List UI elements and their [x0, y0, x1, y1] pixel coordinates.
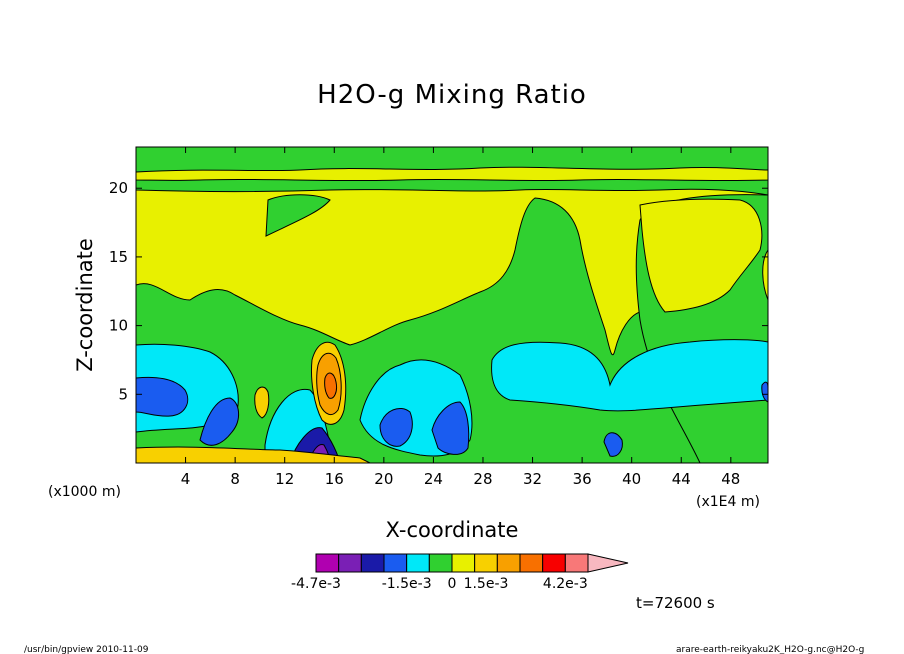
contour-blue-left	[136, 376, 189, 417]
contour-blue-lower-left	[199, 397, 239, 446]
x-tick-label: 4	[181, 470, 191, 488]
colorbar-swatch	[383, 553, 408, 573]
contour-darkorange-center	[324, 372, 337, 399]
colorbar: -4.7e-3 -1.5e-3 0 1.5e-3 4.2e-3	[291, 553, 629, 592]
x-tick-label: 8	[230, 470, 240, 488]
contour-cyan-right	[491, 339, 768, 412]
x-tick-label: 36	[573, 470, 592, 488]
time-label: t=72600 s	[636, 594, 715, 612]
contour-yellow-warm-left	[254, 386, 270, 419]
x-unit-right: (x1E4 m)	[696, 494, 760, 510]
x-tick-label: 12	[275, 470, 294, 488]
contour-yellow-right-lobe	[639, 198, 763, 313]
colorbar-label: -1.5e-3	[382, 576, 432, 592]
colorbar-swatch	[542, 553, 566, 573]
chart-title: H2O-g Mixing Ratio	[317, 80, 587, 110]
colorbar-swatch	[406, 553, 430, 573]
contour-blue-edge	[761, 381, 768, 403]
x-tick-label: 48	[721, 470, 740, 488]
colorbar-swatch	[564, 553, 589, 573]
contour-yellow-band-top	[136, 166, 768, 182]
colorbar-swatch	[474, 553, 498, 573]
footer-right: arare-earth-reikyaku2K_H2O-g.nc@H2O-g	[676, 645, 864, 654]
y-tick-label: 15	[109, 248, 128, 266]
contour-blue-right-low	[603, 432, 623, 457]
x-tick-label: 32	[523, 470, 542, 488]
colorbar-swatch	[338, 553, 362, 573]
x-axis-label: X-coordinate	[386, 518, 519, 542]
x-tick-label: 20	[374, 470, 393, 488]
plot-frame	[135, 146, 769, 464]
colorbar-swatch	[428, 553, 453, 573]
y-axis-label: Z-coordinate	[73, 238, 97, 372]
colorbar-swatch	[315, 553, 340, 573]
colorbar-swatch	[519, 553, 544, 573]
x-tick-label: 28	[473, 470, 492, 488]
y-axis: 5 10 15 20	[109, 179, 768, 403]
contour-green-blob-upper	[265, 194, 331, 237]
x-tick-label: 16	[325, 470, 344, 488]
y-tick-label: 10	[109, 317, 128, 335]
colorbar-label: -4.7e-3	[291, 576, 341, 592]
x-tick-label: 24	[424, 470, 443, 488]
colorbar-label: 1.5e-3	[464, 576, 509, 592]
x-unit-left: (x1000 m)	[48, 484, 121, 500]
contour-yellow-warm-lower	[136, 446, 371, 463]
colorbar-swatch	[496, 553, 521, 573]
contour-blue-right-mid	[431, 401, 470, 455]
footer-left: /usr/bin/gpview 2010-11-09	[24, 645, 149, 654]
colorbar-label: 0	[448, 576, 457, 592]
colorbar-swatch	[451, 553, 476, 573]
y-tick-label: 20	[109, 179, 128, 197]
colorbar-label: 4.2e-3	[543, 576, 588, 592]
y-tick-label: 5	[118, 385, 128, 403]
colorbar-swatch	[360, 553, 385, 573]
x-tick-label: 44	[672, 470, 691, 488]
colorbar-arrow	[587, 553, 629, 573]
contour-blue-center	[379, 408, 413, 447]
x-tick-label: 40	[622, 470, 641, 488]
x-axis: 4 8 12 16 20 24 28 32 36 40 44 48	[181, 147, 740, 488]
